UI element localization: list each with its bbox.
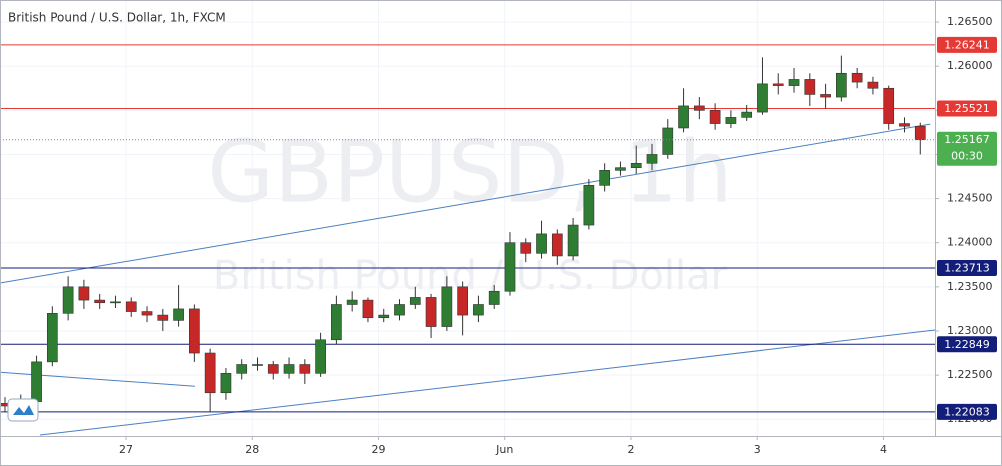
logo-box [7,398,39,422]
candle-body [851,72,863,83]
candle-body [189,308,200,354]
candle-body [520,242,532,254]
axes: 1.265001.260001.255001.250001.245001.240… [119,15,997,456]
level-label: 1.22083 [944,405,990,418]
candle-body [583,185,595,226]
level-label: 1.26241 [944,38,990,51]
candle-body [536,233,547,254]
candle-body [741,111,753,118]
watermark-subtitle: British Pound / U.S. Dollar [213,253,728,299]
trendline [39,329,936,436]
candle-body [283,364,295,374]
candle-body [504,242,516,292]
candle-body [899,123,910,127]
candle-body [267,364,279,374]
candle-body [46,313,58,363]
level-label: 1.25521 [944,102,990,115]
candle-body [125,301,137,312]
level-label-box [937,100,997,117]
candle-body [473,304,484,316]
candle-body [346,299,358,305]
candle-body [709,110,721,124]
level-label-box [937,336,997,353]
countdown: 00:30 [951,150,983,163]
y-tick-label: 1.22500 [947,368,993,381]
level-label-box [937,36,997,53]
candle-body [725,117,737,124]
candle-body [788,79,800,86]
candle-body [409,297,421,305]
candle-body [551,233,563,257]
plot [0,44,936,436]
candle-body [425,297,437,327]
candle-body [94,299,106,304]
logo-icon [13,405,34,415]
candle-body [867,81,879,89]
candle-body [441,286,453,327]
candle-body [646,154,658,164]
x-tick-label: 29 [371,443,385,456]
candle-body [693,105,705,111]
y-tick-label: 1.26500 [947,15,993,28]
candle-body [772,83,784,86]
candle-body [836,72,847,98]
candle-body [157,314,169,321]
x-tick-label: 27 [119,443,133,456]
candle-body [141,311,153,316]
candle-body [315,339,326,374]
x-tick-label: 2 [627,443,634,456]
candle-body [378,314,390,319]
candle-body [31,361,42,402]
candle-body [883,87,895,124]
x-tick-label: Jun [495,443,513,456]
candle-body [599,170,611,186]
level-label-box [937,403,997,420]
candle-body [488,290,500,305]
y-tick-label: 1.26000 [947,59,993,72]
candle-body [62,286,74,314]
candle-body [914,125,926,141]
y-tick-label: 1.24000 [947,236,993,249]
candle-body [394,304,405,316]
level-label: 1.23713 [944,262,990,275]
logo [7,398,39,422]
y-tick-label: 1.23500 [947,280,993,293]
y-tick-label: 1.23000 [947,324,993,337]
candle-body [173,308,184,321]
last-price-label: 1.25167 [944,133,990,146]
candle-body [236,364,248,374]
candle-body [630,162,642,168]
candle-body [110,301,121,304]
candle-body [331,304,342,341]
candle-body [757,83,768,113]
last-price-box [937,131,997,166]
candle-body [678,105,689,129]
candle-body [78,286,90,301]
candle-body [220,373,232,394]
trendline [0,123,931,284]
candle-body [457,286,468,316]
x-tick-label: 3 [754,443,761,456]
level-label: 1.22849 [944,338,990,351]
candle-body [252,364,263,366]
y-tick-label: 1.24500 [947,192,993,205]
watermark: GBPUSD, 1h [207,122,732,222]
candle-body [615,167,626,171]
candle-body [567,224,579,257]
chart-title: British Pound / U.S. Dollar, 1h, FXCM [8,11,226,25]
x-tick-label: 4 [880,443,887,456]
x-tick-label: 28 [245,443,259,456]
level-label-box [937,260,997,277]
candle-body [662,127,674,155]
candle-body [820,94,831,98]
candle-body [204,352,216,394]
candle-body [299,364,311,374]
candle-body [362,299,374,319]
candle-body [804,79,816,95]
